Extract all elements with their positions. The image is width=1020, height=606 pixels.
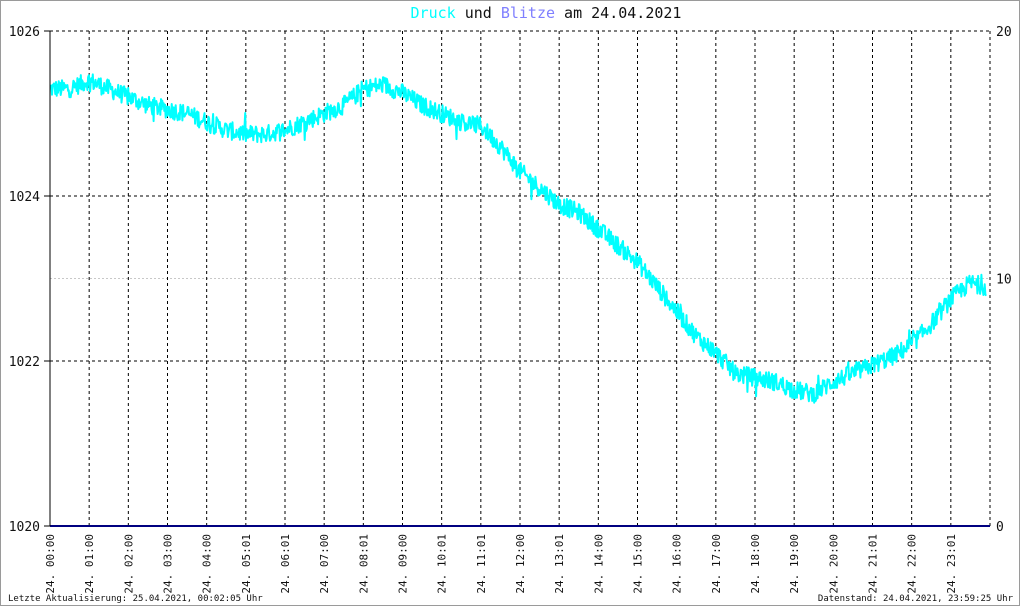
x-tick-label: 24. 09:00 (397, 534, 410, 594)
footer-data-status: Datenstand: 24.04.2021, 23:59:25 Uhr (818, 594, 1014, 604)
footer-last-update: Letzte Aktualisierung: 25.04.2021, 00:02… (8, 594, 263, 604)
x-tick-label: 24. 03:00 (162, 534, 175, 594)
x-tick-label: 24. 05:01 (240, 534, 253, 594)
title-und: und (456, 4, 501, 22)
x-tick-label: 24. 12:00 (514, 534, 527, 594)
x-tick-label: 24. 20:00 (827, 534, 840, 594)
x-tick-label: 24. 13:01 (553, 534, 566, 594)
y-left-tick-label: 1026 (9, 25, 40, 40)
series-layer (49, 73, 990, 527)
druck-series-line (49, 73, 987, 404)
x-tick-label: 24. 06:01 (279, 534, 292, 594)
x-tick-label: 24. 04:00 (201, 534, 214, 594)
grid (50, 30, 991, 526)
x-tick-label: 24. 21:01 (867, 534, 880, 594)
chart-title: Druck und Blitze am 24.04.2021 (411, 4, 682, 22)
x-tick-label: 24. 23:01 (945, 534, 958, 594)
x-tick-label: 24. 17:00 (710, 534, 723, 594)
x-tick-label: 24. 15:00 (632, 534, 645, 594)
x-tick-label: 24. 14:00 (592, 534, 605, 594)
title-druck: Druck (411, 4, 456, 22)
x-tick-label: 24. 16:00 (671, 534, 684, 594)
x-tick-label: 24. 11:01 (475, 534, 488, 594)
x-tick-label: 24. 07:00 (318, 534, 331, 594)
y-left-tick-label: 1022 (9, 355, 40, 370)
y-left-tick-label: 1024 (9, 190, 40, 205)
title-date: am 24.04.2021 (555, 4, 681, 22)
title-blitze: Blitze (501, 4, 555, 22)
y-right-tick-label: 10 (996, 273, 1012, 288)
y-right-tick-label: 0 (996, 520, 1004, 535)
y-right-tick-label: 20 (996, 25, 1012, 40)
x-tick-label: 24. 08:01 (357, 534, 370, 594)
x-tick-label: 24. 19:00 (788, 534, 801, 594)
y-left-tick-label: 1020 (9, 520, 40, 535)
x-tick-label: 24. 02:00 (122, 534, 135, 594)
x-tick-label: 24. 10:01 (436, 534, 449, 594)
x-tick-label: 24. 00:00 (44, 534, 57, 594)
x-tick-label: 24. 01:00 (83, 534, 96, 594)
x-tick-label: 24. 22:00 (906, 534, 919, 594)
x-tick-label: 24. 18:00 (749, 534, 762, 594)
